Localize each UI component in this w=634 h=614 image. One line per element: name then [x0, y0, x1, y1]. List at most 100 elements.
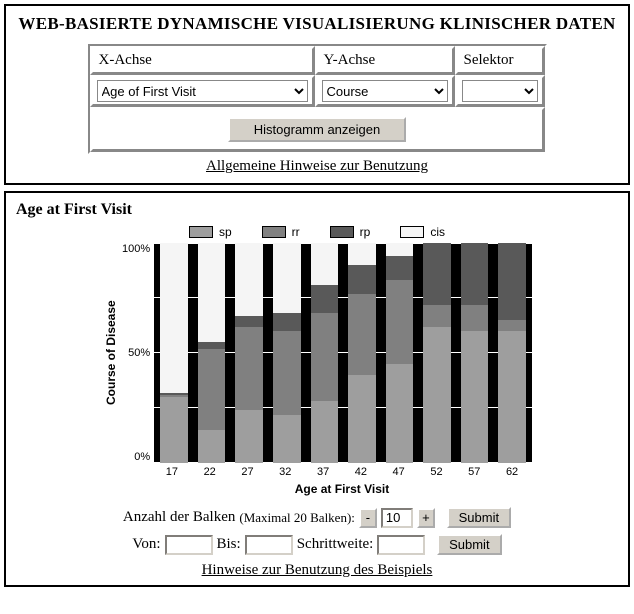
- y-axis-label: Y-Achse: [317, 48, 453, 73]
- x-axis-select[interactable]: Age of First Visit: [97, 80, 308, 102]
- bar-segment-sp: [198, 430, 226, 463]
- legend-label: sp: [219, 225, 232, 239]
- selector-label: Selektor: [457, 48, 543, 73]
- x-tick: 57: [460, 466, 488, 478]
- bar-segment-rp: [311, 285, 339, 314]
- count-label: Anzahl der Balken: [123, 509, 235, 526]
- decrement-button[interactable]: -: [359, 508, 377, 528]
- bar-segment-sp: [311, 401, 339, 463]
- bar-segment-rr: [311, 313, 339, 401]
- x-tick: 32: [271, 466, 299, 478]
- bar-segment-cis: [386, 243, 414, 256]
- x-tick: 27: [234, 466, 262, 478]
- bar-segment-cis: [160, 243, 188, 393]
- bar-segment-rr: [498, 320, 526, 331]
- legend-swatch: [189, 226, 213, 238]
- y-tick: 100%: [122, 243, 150, 255]
- x-tick: 17: [158, 466, 186, 478]
- to-label: Bis:: [217, 536, 241, 553]
- controls-table: X-Achse Y-Achse Selektor Age of First Vi…: [88, 44, 547, 154]
- chart-title: Age at First Visit: [14, 199, 620, 223]
- bar: [198, 243, 226, 463]
- bar: [461, 243, 489, 463]
- bar: [423, 243, 451, 463]
- legend-item: rp: [330, 225, 371, 239]
- bar-segment-cis: [311, 243, 339, 285]
- y-tick: 0%: [122, 451, 150, 463]
- plot-area: [154, 243, 532, 463]
- from-input[interactable]: [165, 535, 213, 555]
- bar-segment-rp: [198, 342, 226, 349]
- example-help-link[interactable]: Hinweise zur Benutzung des Beispiels: [14, 558, 620, 579]
- y-axis-select[interactable]: Course: [322, 80, 448, 102]
- bar-segment-rp: [461, 243, 489, 305]
- chart-panel: Age at First Visit sp rr rp cis Course of D…: [4, 191, 630, 587]
- legend-swatch: [330, 226, 354, 238]
- bar-segment-cis: [348, 243, 376, 265]
- y-tick: 50%: [122, 347, 150, 359]
- increment-button[interactable]: +: [417, 508, 435, 528]
- bar-segment-rr: [423, 305, 451, 327]
- x-tick: 52: [423, 466, 451, 478]
- bar-segment-sp: [461, 331, 489, 463]
- bar-segment-rp: [386, 256, 414, 280]
- legend-item: sp: [189, 225, 232, 239]
- bar-segment-rr: [461, 305, 489, 331]
- selector-select[interactable]: [462, 80, 538, 102]
- x-tick: 47: [385, 466, 413, 478]
- step-label: Schrittweite:: [297, 536, 374, 553]
- bar-segment-rr: [235, 327, 263, 411]
- legend-swatch: [400, 226, 424, 238]
- bar-segment-cis: [198, 243, 226, 342]
- legend-label: rr: [292, 225, 300, 239]
- step-input[interactable]: [377, 535, 425, 555]
- bar-segment-rr: [348, 294, 376, 375]
- x-tick: 62: [498, 466, 526, 478]
- y-ticks: 100% 50% 0%: [120, 243, 154, 463]
- bar-count-row: Anzahl der Balken (Maximal 20 Balken): -…: [14, 504, 620, 531]
- count-hint: (Maximal 20 Balken):: [239, 510, 355, 526]
- to-input[interactable]: [245, 535, 293, 555]
- range-row: Von: Bis: Schrittweite: Submit: [14, 531, 620, 558]
- bar-segment-rp: [235, 316, 263, 327]
- legend-swatch: [262, 226, 286, 238]
- chart: sp rr rp cis Course of Disease 100% 50% 0% 17…: [102, 223, 532, 504]
- bar: [386, 243, 414, 463]
- y-axis-title: Course of Disease: [102, 243, 120, 463]
- x-tick: 42: [347, 466, 375, 478]
- bar-segment-rp: [498, 243, 526, 320]
- general-help-link[interactable]: Allgemeine Hinweise zur Benutzung: [14, 154, 620, 175]
- legend-item: cis: [400, 225, 445, 239]
- bar: [160, 243, 188, 463]
- x-ticks: 17 22 27 32 37 42 47 52 57 62: [152, 463, 532, 480]
- bar: [348, 243, 376, 463]
- bar-segment-sp: [160, 397, 188, 463]
- bar-segment-rr: [386, 280, 414, 364]
- show-histogram-button[interactable]: Histogramm anzeigen: [228, 117, 406, 142]
- page-title: WEB-BASIERTE DYNAMISCHE VISUALISIERUNG K…: [14, 10, 620, 44]
- bar-segment-rp: [348, 265, 376, 294]
- x-tick: 37: [309, 466, 337, 478]
- x-tick: 22: [196, 466, 224, 478]
- bar-segment-rr: [273, 331, 301, 415]
- count-input[interactable]: [381, 508, 413, 528]
- bar-segment-sp: [273, 415, 301, 463]
- bar-segment-rp: [423, 243, 451, 305]
- submit-range-button[interactable]: Submit: [437, 534, 501, 555]
- x-axis-label: X-Achse: [92, 48, 313, 73]
- legend-label: cis: [430, 225, 445, 239]
- bar-segment-rp: [273, 313, 301, 331]
- x-axis-title: Age at First Visit: [152, 480, 532, 504]
- from-label: Von:: [132, 536, 160, 553]
- legend-item: rr: [262, 225, 300, 239]
- bar: [273, 243, 301, 463]
- bar-segment-cis: [273, 243, 301, 313]
- bar-segment-rr: [198, 349, 226, 430]
- bar: [235, 243, 263, 463]
- submit-count-button[interactable]: Submit: [447, 507, 511, 528]
- legend: sp rr rp cis: [102, 223, 532, 243]
- bar-segment-sp: [423, 327, 451, 463]
- bar: [498, 243, 526, 463]
- legend-label: rp: [360, 225, 371, 239]
- bar-segment-sp: [498, 331, 526, 463]
